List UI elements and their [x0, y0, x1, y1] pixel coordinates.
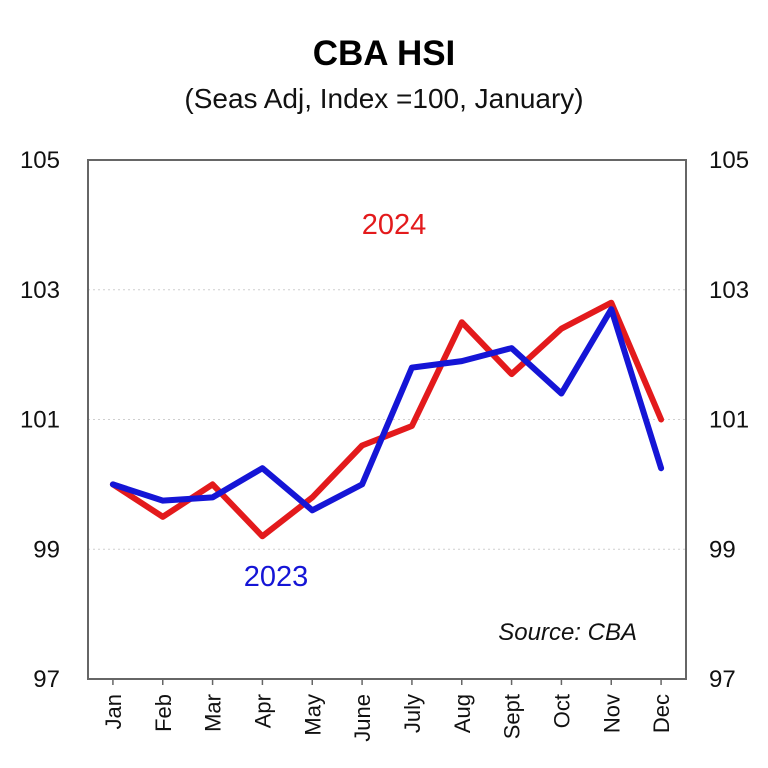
- y-tick-left: 99: [33, 536, 60, 563]
- x-tick-label: July: [400, 694, 425, 733]
- y-tick-right: 105: [709, 147, 749, 174]
- x-tick-label: May: [300, 694, 325, 736]
- y-tick-left: 97: [33, 666, 60, 693]
- x-tick-label: June: [350, 694, 375, 742]
- chart-subtitle: (Seas Adj, Index =100, January): [184, 83, 584, 114]
- series-label-2024: 2024: [362, 209, 427, 241]
- y-tick-right: 101: [709, 407, 749, 434]
- x-tick-label: Aug: [450, 694, 475, 733]
- series-line-2024: [109, 299, 665, 540]
- x-tick-label: Apr: [250, 694, 275, 728]
- y-tick-right: 103: [709, 277, 749, 304]
- x-tick-label: Jan: [101, 694, 126, 729]
- plot-frame: [87, 159, 687, 680]
- y-tick-left: 101: [20, 407, 60, 434]
- y-tick-right: 97: [709, 666, 736, 693]
- y-tick-right: 99: [709, 536, 736, 563]
- y-tick-left: 105: [20, 147, 60, 174]
- source-note: Source: CBA: [498, 619, 637, 646]
- x-tick-label: Dec: [649, 694, 674, 733]
- series-line-2023: [109, 306, 665, 514]
- x-tick-label: Oct: [549, 694, 574, 728]
- x-tick-label: Mar: [201, 694, 226, 732]
- x-tick-label: Sept: [500, 694, 525, 739]
- y-tick-left: 103: [20, 277, 60, 304]
- x-tick-label: Nov: [599, 694, 624, 733]
- series-label-2023: 2023: [244, 561, 309, 593]
- chart-title: CBA HSI: [312, 34, 456, 73]
- x-tick-label: Feb: [151, 694, 176, 732]
